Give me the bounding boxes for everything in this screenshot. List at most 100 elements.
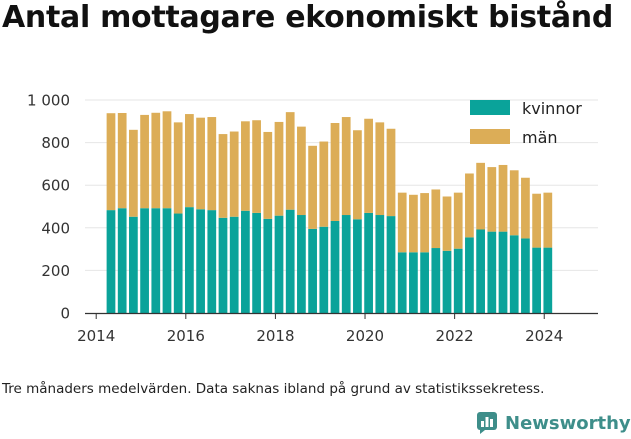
- bar-man: [341, 117, 351, 216]
- x-tick-label: 2018: [256, 327, 294, 345]
- bar-kvinnor: [498, 231, 508, 313]
- x-tick-label: 2020: [346, 327, 384, 345]
- bar-man: [453, 192, 463, 249]
- bar-man: [420, 193, 429, 253]
- x-tick-label: 2016: [167, 327, 205, 345]
- y-tick-label: 0: [60, 305, 70, 323]
- bar-man: [274, 121, 284, 216]
- bar-man: [409, 194, 418, 253]
- bar-man: [465, 173, 474, 238]
- bar-man: [442, 196, 452, 251]
- y-tick-label: 200: [41, 262, 70, 280]
- legend-label: kvinnor: [522, 99, 582, 118]
- bar-kvinnor: [487, 231, 497, 313]
- bar-kvinnor: [442, 250, 452, 313]
- bar-man: [140, 114, 149, 209]
- bar-man: [476, 162, 485, 230]
- legend: kvinnor män: [470, 99, 582, 147]
- bar-kvinnor: [106, 210, 116, 313]
- bar-kvinnor: [285, 209, 295, 313]
- bar-kvinnor: [476, 229, 485, 313]
- bar-man: [129, 129, 138, 217]
- bar-man: [353, 130, 362, 220]
- bar-man: [196, 117, 205, 210]
- bar-man: [521, 177, 530, 239]
- y-tick-label: 600: [41, 177, 70, 195]
- bar-man: [263, 131, 273, 219]
- bar-man: [252, 120, 261, 213]
- bar-man: [308, 145, 317, 229]
- bar-kvinnor: [117, 208, 127, 313]
- brand[interactable]: Newsworthy: [476, 408, 631, 438]
- bar-man: [330, 123, 340, 221]
- bar-man: [285, 112, 295, 210]
- bar-kvinnor: [173, 213, 183, 313]
- bar-man: [543, 192, 553, 248]
- bar-kvinnor: [229, 216, 239, 313]
- bar-kvinnor: [543, 247, 553, 313]
- bar-kvinnor: [532, 247, 541, 313]
- bar-kvinnor: [241, 210, 250, 313]
- bar-kvinnor: [274, 215, 284, 313]
- bar-man: [386, 128, 396, 217]
- bar-man: [173, 122, 183, 214]
- newsworthy-logo-icon: [477, 412, 497, 434]
- bar-man: [364, 118, 373, 213]
- bar-kvinnor: [162, 208, 172, 313]
- legend-label: män: [522, 128, 558, 147]
- bar-kvinnor: [341, 215, 351, 313]
- bar-man: [509, 170, 519, 236]
- bar-man: [319, 141, 329, 227]
- bar-kvinnor: [397, 252, 407, 313]
- bar-man: [375, 122, 385, 216]
- bar-man: [532, 193, 541, 248]
- bar-series: [106, 111, 553, 313]
- x-tick-label: 2024: [525, 327, 563, 345]
- bar-kvinnor: [431, 248, 441, 313]
- bar-man: [498, 164, 508, 232]
- bar-man: [185, 114, 194, 208]
- x-tick-label: 2014: [77, 327, 115, 345]
- bar-kvinnor: [386, 216, 396, 313]
- bar-kvinnor: [364, 212, 373, 313]
- bar-kvinnor: [196, 209, 205, 313]
- x-axis: 2014 2016 2018 2020 2022 2024: [77, 312, 598, 345]
- legend-swatch: [470, 100, 510, 115]
- bar-man: [218, 134, 228, 218]
- bar-kvinnor: [319, 226, 329, 313]
- bar-kvinnor: [330, 220, 340, 313]
- bar-kvinnor: [207, 210, 217, 313]
- bar-man: [106, 113, 116, 211]
- footnote: Tre månaders medelvärden. Data saknas ib…: [2, 381, 545, 397]
- bar-kvinnor: [297, 215, 306, 313]
- bar-man: [117, 112, 127, 209]
- bar-man: [229, 131, 239, 217]
- bar-man: [241, 121, 250, 211]
- bar-man: [487, 167, 497, 232]
- y-tick-label: 1 000: [27, 92, 70, 110]
- bar-kvinnor: [353, 219, 362, 313]
- bar-kvinnor: [252, 212, 261, 313]
- bar-man: [162, 111, 172, 209]
- y-tick-label: 800: [41, 134, 70, 152]
- bar-man: [397, 192, 407, 253]
- bar-man: [297, 126, 306, 216]
- legend-swatch: [470, 129, 510, 144]
- chart-title: Antal mottagare ekonomiskt bistånd: [2, 0, 614, 35]
- bar-kvinnor: [509, 235, 519, 313]
- bar-kvinnor: [140, 208, 149, 313]
- bar-kvinnor: [453, 248, 463, 313]
- bar-man: [207, 117, 217, 211]
- bar-man: [151, 112, 161, 209]
- bar-kvinnor: [420, 252, 429, 313]
- bar-kvinnor: [375, 215, 385, 313]
- bar-kvinnor: [308, 228, 317, 313]
- bar-man: [431, 189, 441, 249]
- bar-kvinnor: [409, 252, 418, 313]
- bar-kvinnor: [465, 237, 474, 313]
- bar-kvinnor: [263, 218, 273, 313]
- bar-kvinnor: [151, 208, 161, 313]
- bar-kvinnor: [129, 216, 138, 313]
- x-tick-label: 2022: [436, 327, 474, 345]
